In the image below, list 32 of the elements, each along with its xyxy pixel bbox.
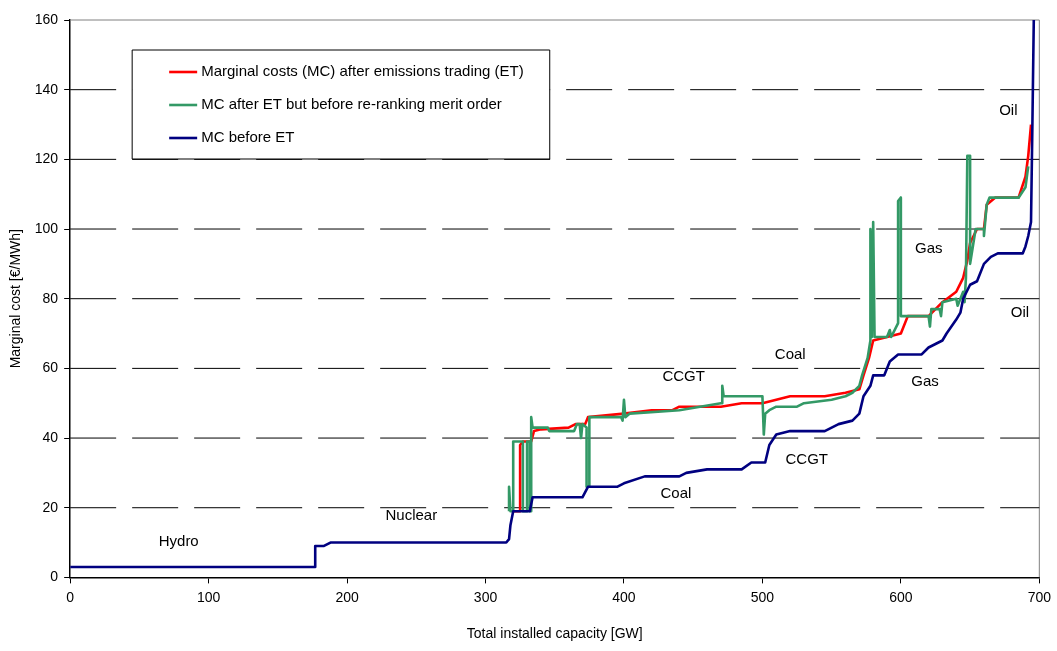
annotation: Gas: [911, 372, 939, 390]
x-tick-label: 100: [196, 588, 221, 605]
annotation: Gas: [915, 238, 943, 256]
annotation: Coal: [660, 483, 692, 501]
annotation: Nuclear: [385, 506, 438, 524]
x-tick-label: 400: [612, 588, 636, 605]
y-tick-label: 100: [34, 219, 59, 236]
x-tick-label: 200: [335, 588, 359, 605]
y-tick-label: 160: [34, 10, 59, 27]
y-axis-title: Marginal cost [€/MWh]: [7, 229, 24, 369]
y-tick-label: 140: [34, 80, 59, 97]
x-tick-label: 700: [1027, 588, 1052, 605]
x-tick-label: 0: [66, 588, 75, 605]
x-tick-label: 300: [473, 588, 498, 605]
y-tick-label: 60: [42, 359, 59, 376]
x-axis-title: Total installed capacity [GW]: [466, 625, 643, 642]
y-tick-label: 80: [42, 289, 59, 306]
annotation: CCGT: [662, 366, 705, 384]
y-tick-label: 120: [34, 150, 59, 167]
annotation: Coal: [774, 344, 806, 362]
legend-label: MC after ET but before re-ranking merit order: [201, 95, 502, 113]
legend-label: MC before ET: [201, 128, 295, 146]
y-tick-label: 0: [50, 568, 59, 585]
legend-label: Marginal costs (MC) after emissions trading (ET): [201, 62, 524, 80]
y-tick-label: 20: [42, 498, 59, 515]
annotation: Hydro: [158, 532, 199, 550]
annotation: Oil: [999, 101, 1018, 118]
annotation: CCGT: [785, 450, 828, 468]
x-tick-label: 600: [889, 588, 913, 605]
annotation: Oil: [1010, 302, 1030, 320]
x-tick-label: 500: [750, 588, 775, 605]
y-tick-label: 40: [42, 428, 59, 445]
